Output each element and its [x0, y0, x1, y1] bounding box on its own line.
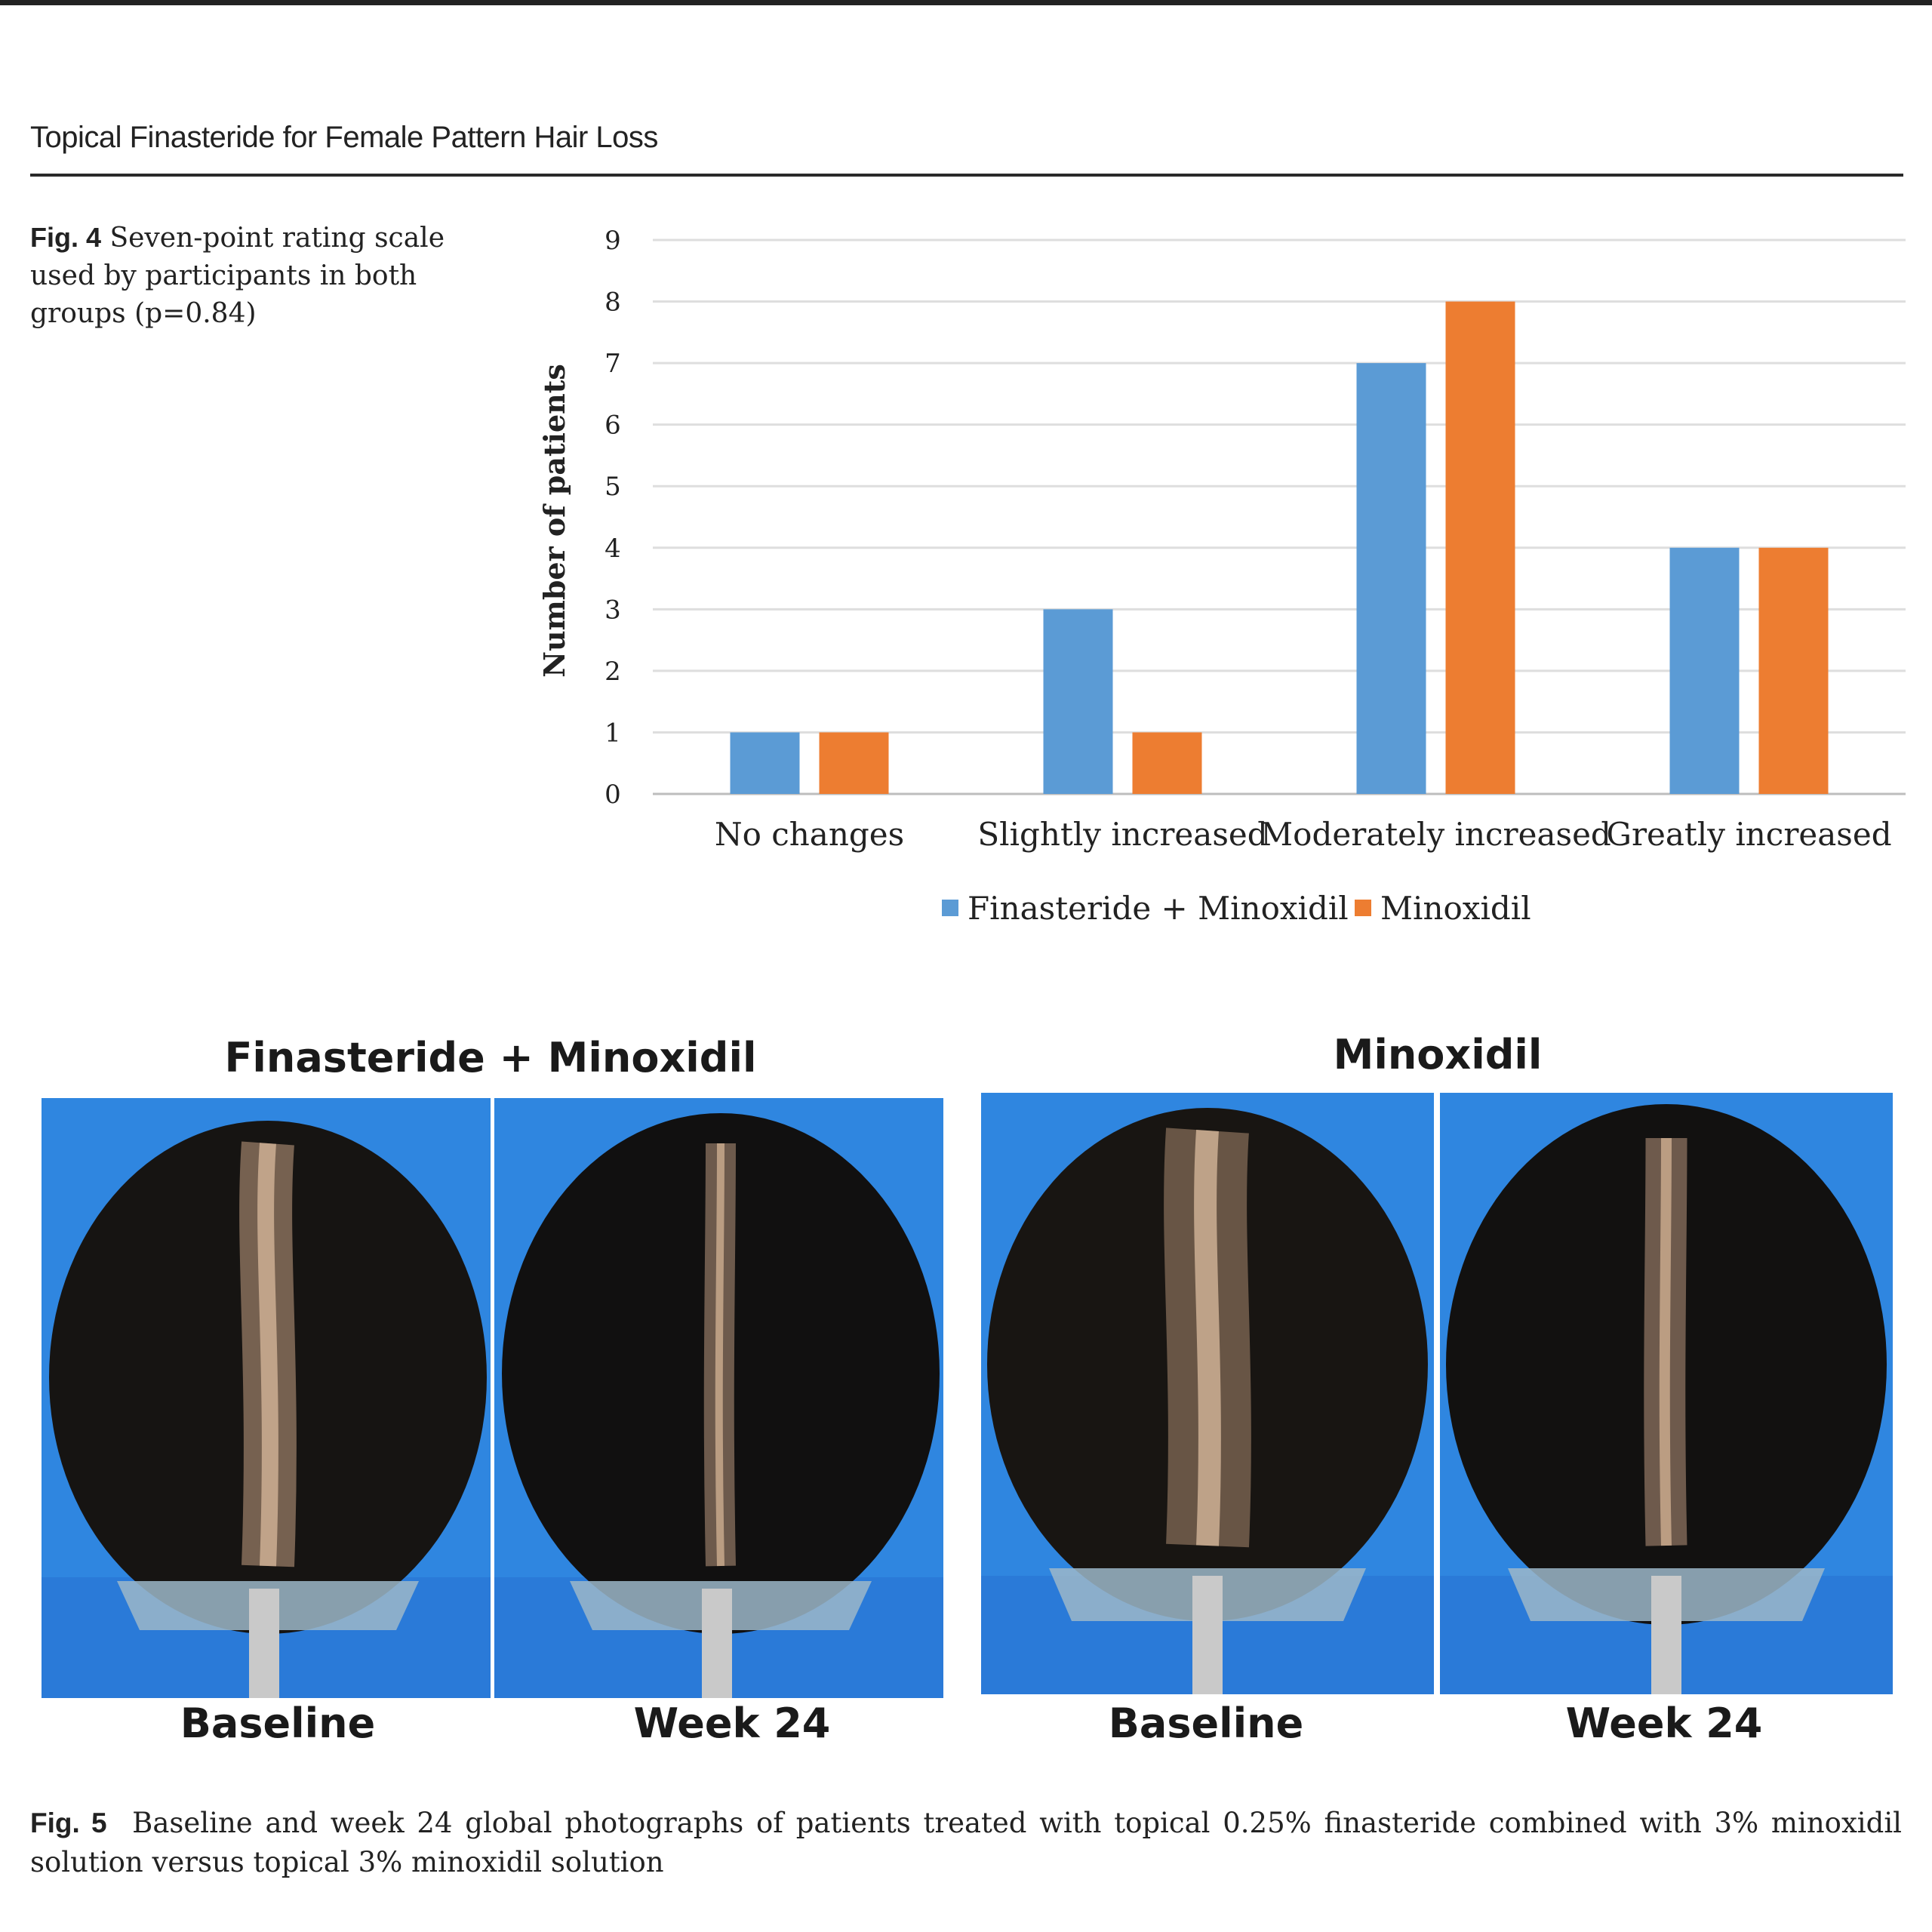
- fig4-label: Fig. 4: [30, 222, 102, 253]
- photo-pair-finasteride-minoxidil: [42, 1098, 943, 1698]
- panel-title-minoxidil: Minoxidil: [1333, 1031, 1543, 1078]
- bar-finasteride-minoxidil: [1356, 363, 1426, 795]
- bar-finasteride-minoxidil: [730, 732, 800, 794]
- fig5-caption: Fig. 5 Baseline and week 24 global photo…: [30, 1804, 1902, 1882]
- scalp-photo-baseline: [42, 1098, 491, 1698]
- bar-minoxidil: [819, 732, 889, 794]
- fig4-caption: Fig. 4 Seven-point rating scale used by …: [30, 219, 483, 333]
- legend-label: Finasteride + Minoxidil: [968, 890, 1349, 927]
- y-tick-label: 5: [605, 472, 621, 502]
- bar-finasteride-minoxidil: [1043, 609, 1113, 794]
- panel-title-finasteride-minoxidil: Finasteride + Minoxidil: [224, 1034, 757, 1081]
- scalp-photo-week-24: [494, 1098, 943, 1698]
- y-tick-label: 9: [605, 226, 621, 256]
- y-tick-label: 2: [605, 657, 621, 687]
- scalp-photo-week-24: [1440, 1093, 1893, 1694]
- bar-minoxidil: [1758, 547, 1829, 794]
- photo-label-baseline: Baseline: [1108, 1700, 1304, 1747]
- y-axis-ticks: 0 1 2 3 4 5 6 7 8 9: [605, 226, 621, 810]
- fig5-label: Fig. 5: [30, 1807, 107, 1838]
- photo-label-week-24: Week 24: [1565, 1700, 1763, 1747]
- legend-swatch: [1355, 900, 1371, 916]
- y-tick-label: 4: [605, 534, 621, 564]
- y-tick-label: 3: [605, 595, 621, 625]
- fig4-caption-text: Seven-point rating scale used by partici…: [30, 223, 445, 329]
- bar-minoxidil: [1445, 301, 1515, 794]
- photo-pair-minoxidil: [981, 1093, 1893, 1694]
- running-head: Topical Finasteride for Female Pattern H…: [30, 121, 658, 154]
- y-tick-label: 6: [605, 411, 621, 441]
- photo-label-week-24: Week 24: [633, 1700, 831, 1747]
- bar-finasteride-minoxidil: [1669, 547, 1740, 794]
- legend-swatch: [942, 900, 958, 916]
- scalp-photo-baseline: [981, 1093, 1434, 1694]
- x-category-label: Moderately increased: [1260, 816, 1611, 853]
- x-category-label: Slightly increased: [977, 816, 1267, 853]
- bar-minoxidil: [1132, 732, 1202, 794]
- y-axis-title: Number of patients: [537, 364, 571, 677]
- y-tick-label: 7: [605, 349, 621, 379]
- bar-chart: 0 1 2 3 4 5 6 7 8 9 Number of patients No changes…: [537, 226, 1906, 927]
- header-rule: [30, 174, 1903, 177]
- x-category-label: No changes: [715, 816, 904, 853]
- y-tick-label: 8: [605, 288, 621, 318]
- y-tick-label: 1: [605, 718, 621, 748]
- chart-legend: Finasteride + Minoxidil Minoxidil: [942, 890, 1531, 927]
- top-rule: [0, 0, 1932, 5]
- legend-label: Minoxidil: [1380, 890, 1531, 927]
- photo-label-baseline: Baseline: [180, 1700, 376, 1747]
- x-category-label: Greatly increased: [1606, 816, 1891, 853]
- y-tick-label: 0: [605, 780, 621, 810]
- chart-bars: [730, 301, 1829, 795]
- fig5-caption-text: Baseline and week 24 global photographs …: [30, 1807, 1902, 1878]
